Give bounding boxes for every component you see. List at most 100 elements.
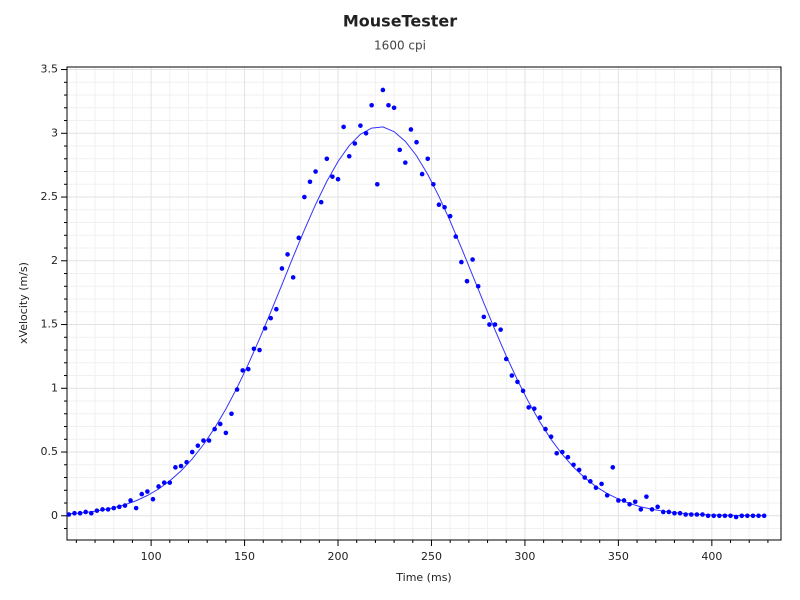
data-point bbox=[380, 87, 386, 93]
y-tick-label: 3.5 bbox=[41, 63, 59, 76]
data-point bbox=[728, 513, 733, 519]
data-point bbox=[683, 512, 688, 517]
data-point bbox=[649, 507, 655, 512]
data-point bbox=[262, 326, 268, 331]
x-axis-label: Time (ms) bbox=[395, 571, 451, 584]
data-point bbox=[122, 503, 128, 508]
data-point bbox=[593, 485, 599, 491]
data-point bbox=[117, 504, 122, 510]
data-point bbox=[397, 147, 403, 153]
data-point bbox=[318, 199, 324, 205]
x-tick-label: 100 bbox=[141, 550, 162, 563]
data-point bbox=[761, 513, 767, 519]
data-point bbox=[503, 356, 509, 362]
data-point bbox=[733, 514, 739, 520]
data-point bbox=[66, 512, 72, 517]
y-tick-label: 0 bbox=[51, 509, 58, 522]
data-point bbox=[139, 491, 145, 497]
data-point bbox=[391, 105, 397, 111]
data-point bbox=[700, 512, 705, 517]
data-point bbox=[145, 489, 150, 494]
data-point bbox=[638, 507, 644, 512]
data-point bbox=[717, 513, 722, 519]
y-tick-label: 0.5 bbox=[41, 445, 59, 458]
x-tick-label: 300 bbox=[514, 550, 535, 563]
data-point bbox=[711, 513, 717, 519]
data-point bbox=[173, 465, 178, 470]
data-point bbox=[515, 379, 520, 385]
data-point bbox=[234, 387, 240, 392]
y-tick-label: 2 bbox=[51, 254, 58, 267]
data-point bbox=[666, 509, 672, 515]
data-point bbox=[526, 405, 531, 410]
data-point bbox=[341, 124, 346, 130]
data-point bbox=[313, 169, 318, 174]
data-point bbox=[447, 213, 453, 219]
data-point bbox=[627, 502, 632, 507]
data-point bbox=[374, 181, 380, 187]
data-point bbox=[543, 426, 548, 432]
data-point bbox=[279, 266, 285, 271]
data-point bbox=[77, 510, 83, 516]
data-point bbox=[588, 479, 593, 484]
data-point bbox=[492, 322, 498, 327]
data-point bbox=[655, 504, 660, 510]
data-point bbox=[111, 505, 117, 511]
data-point bbox=[223, 430, 229, 436]
data-point bbox=[369, 102, 374, 108]
data-point bbox=[403, 160, 408, 165]
data-point bbox=[386, 102, 391, 108]
fit-line bbox=[68, 126, 765, 517]
data-point bbox=[229, 411, 234, 417]
chart-title: MouseTester bbox=[343, 12, 457, 31]
y-tick-label: 2.5 bbox=[41, 190, 59, 203]
data-point bbox=[268, 315, 274, 321]
data-point bbox=[464, 278, 470, 284]
data-point bbox=[632, 499, 638, 505]
data-point bbox=[274, 306, 279, 312]
data-point bbox=[83, 509, 88, 515]
data-point bbox=[133, 505, 139, 511]
data-point bbox=[189, 449, 195, 455]
data-point bbox=[509, 373, 515, 378]
x-tick-label: 200 bbox=[328, 550, 349, 563]
data-point bbox=[408, 127, 414, 132]
data-point bbox=[161, 480, 167, 485]
data-point bbox=[470, 257, 475, 262]
data-point bbox=[307, 179, 313, 185]
data-point bbox=[251, 346, 257, 352]
data-point bbox=[548, 434, 554, 440]
data-point bbox=[537, 415, 543, 420]
y-axis-label: xVelocity (m/s) bbox=[17, 262, 30, 344]
data-point bbox=[240, 368, 245, 373]
data-point bbox=[346, 153, 352, 159]
data-point bbox=[565, 454, 571, 460]
data-point bbox=[644, 494, 649, 499]
data-point bbox=[677, 510, 683, 516]
data-point bbox=[94, 508, 100, 513]
data-point bbox=[358, 123, 363, 128]
data-point bbox=[425, 156, 431, 162]
data-point bbox=[459, 259, 464, 265]
data-point bbox=[688, 512, 694, 517]
data-point bbox=[660, 509, 666, 515]
data-point bbox=[302, 194, 307, 200]
data-point bbox=[156, 484, 161, 489]
data-point bbox=[419, 171, 425, 177]
x-tick-label: 150 bbox=[234, 550, 255, 563]
data-point bbox=[436, 202, 442, 207]
data-point bbox=[217, 421, 223, 427]
data-point bbox=[453, 234, 459, 239]
data-point bbox=[178, 463, 184, 469]
data-point bbox=[72, 510, 77, 516]
data-point bbox=[520, 388, 526, 394]
data-point bbox=[246, 366, 251, 372]
data-point bbox=[576, 467, 582, 473]
data-point bbox=[167, 480, 173, 485]
data-point bbox=[560, 449, 565, 455]
x-tick-label: 250 bbox=[421, 550, 442, 563]
data-point bbox=[705, 513, 711, 519]
data-point bbox=[616, 498, 621, 503]
data-point bbox=[694, 512, 700, 517]
data-point bbox=[498, 327, 503, 332]
